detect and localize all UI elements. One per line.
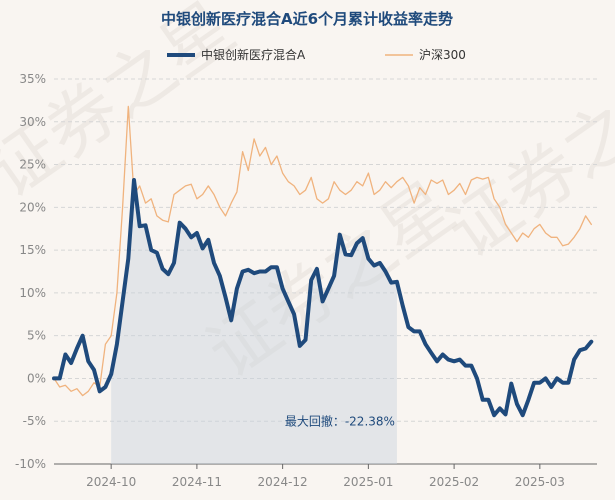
y-tick-label: 10% bbox=[19, 286, 46, 300]
y-tick-label: 0% bbox=[27, 371, 46, 385]
series-line-fund bbox=[52, 178, 594, 418]
x-tick-label: 2025-01 bbox=[343, 475, 393, 489]
watermark-text-3: 证券之星 bbox=[433, 46, 615, 274]
y-tick-label: 20% bbox=[19, 200, 46, 214]
legend-label-fund: 中银创新医疗混合A bbox=[201, 47, 306, 62]
drawdown-shade-layer bbox=[111, 179, 397, 464]
y-tick-label: -10% bbox=[15, 457, 46, 471]
y-tick-label: 30% bbox=[19, 115, 46, 129]
x-tick-label: 2025-03 bbox=[515, 475, 565, 489]
x-axis: 2024-10 2024-11 2024-12 2025-01 2025-02 2025-… bbox=[54, 463, 597, 489]
series-layer bbox=[52, 105, 594, 418]
series-line-index bbox=[53, 105, 592, 397]
x-tick-label: 2024-10 bbox=[86, 475, 136, 489]
chart-title: 中银创新医疗混合A近6个月累计收益率走势 bbox=[161, 10, 453, 28]
y-tick-label: 35% bbox=[19, 72, 46, 86]
y-tick-label: 15% bbox=[19, 243, 46, 257]
x-tick-label: 2025-02 bbox=[429, 475, 479, 489]
legend-label-index: 沪深300 bbox=[419, 48, 466, 62]
y-tick-label: -5% bbox=[23, 414, 46, 428]
drawdown-shade bbox=[111, 179, 397, 464]
max-drawdown-label: 最大回撤：-22.38% bbox=[285, 413, 395, 428]
y-tick-label: 5% bbox=[27, 329, 46, 343]
x-tick-label: 2024-12 bbox=[258, 475, 308, 489]
y-tick-label: 25% bbox=[19, 158, 46, 172]
x-tick-label: 2024-11 bbox=[172, 475, 222, 489]
legend: 中银创新医疗混合A 沪深300 bbox=[167, 47, 466, 62]
y-axis: -10% -5% 0% 5% 10% 15% 20% 25% 30% 35% bbox=[15, 72, 46, 471]
